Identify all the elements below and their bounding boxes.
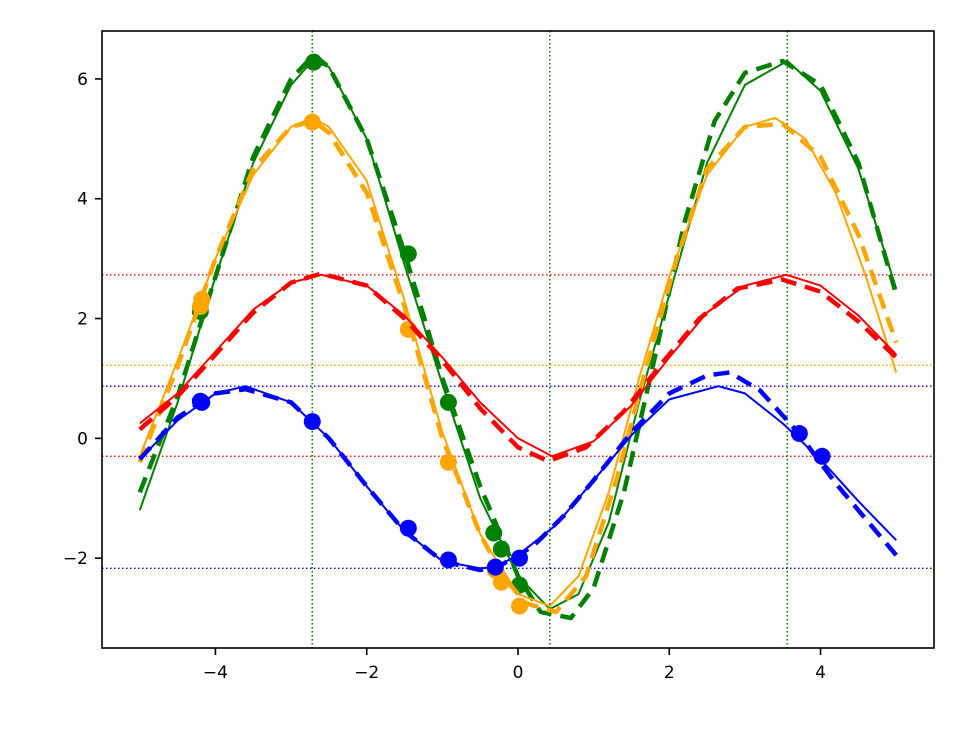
y-tick-label: 6 [77,70,88,90]
series-point [439,453,457,471]
series-point [511,597,529,615]
series-point [813,447,831,465]
x-tick-label: 2 [664,663,675,683]
y-tick-label: 4 [77,190,88,210]
series-dashed-line [137,118,899,615]
reference-lines [102,31,934,648]
x-tick-label: 0 [513,663,524,683]
series-point [486,558,504,576]
series-point [303,113,321,131]
x-tick-label: −2 [354,663,379,683]
series-point [439,551,457,569]
series-point [790,425,808,443]
series-point [303,413,321,431]
series-point [492,540,510,558]
y-tick-label: 2 [77,310,88,330]
series-point [439,393,457,411]
series-layer [137,52,899,621]
series-group [138,271,898,464]
y-tick-label: 0 [77,429,88,449]
series-point [399,519,417,537]
x-axis: −4 −2 0 2 4 [203,648,826,683]
x-tick-label: 4 [815,663,826,683]
y-axis: −2 0 2 4 6 [63,70,102,569]
series-point [485,524,503,542]
series-dashed-line [137,52,899,621]
series-point [511,549,529,567]
x-tick-label: −4 [203,663,228,683]
series-group [137,52,899,621]
series-dashed-line [138,271,898,464]
y-tick-label: −2 [63,549,88,569]
series-point [193,393,211,411]
series-dashed-line [138,370,898,573]
series-group [138,370,898,576]
series-point [492,573,510,591]
series-point [193,290,211,308]
series-point [305,53,323,71]
series-point [399,245,417,263]
